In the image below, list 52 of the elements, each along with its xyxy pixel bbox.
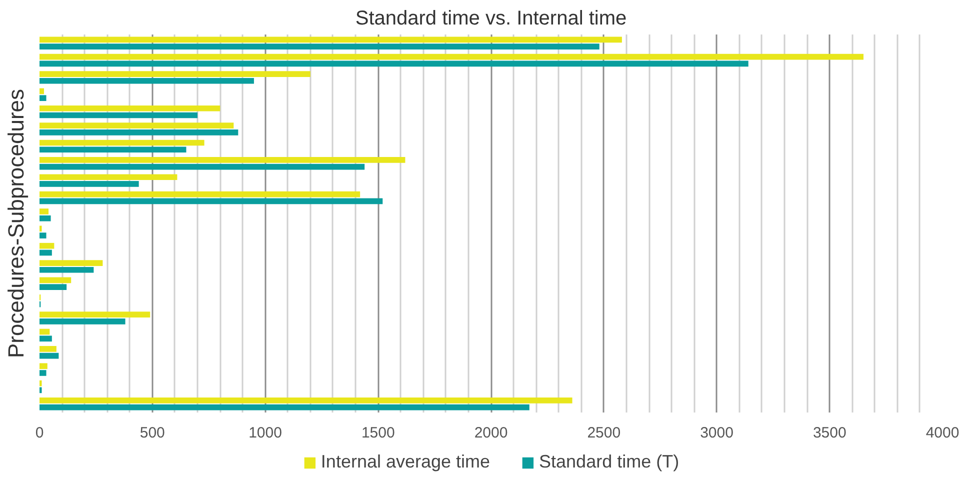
bar <box>40 215 51 222</box>
x-tick-label: 2000 <box>474 424 508 442</box>
bar <box>40 146 186 153</box>
bar <box>40 112 198 118</box>
x-tick-label: 1000 <box>248 424 282 442</box>
bar <box>40 122 234 128</box>
x-tick-label: 3500 <box>812 424 846 442</box>
bar <box>40 284 67 290</box>
bar <box>40 198 383 204</box>
bar <box>40 404 530 410</box>
x-tick-label: 1500 <box>361 424 395 442</box>
x-tick-label: 4000 <box>926 424 960 442</box>
bar <box>40 266 94 273</box>
x-tick-label: 0 <box>35 424 44 442</box>
bar <box>40 277 72 284</box>
bar <box>40 370 46 376</box>
bar <box>40 174 178 180</box>
bar <box>40 78 254 84</box>
bar <box>40 54 864 60</box>
bar <box>40 242 54 249</box>
bar <box>40 44 600 50</box>
bar <box>40 208 49 214</box>
y-axis-title: Procedures-Subprocedures <box>4 88 28 358</box>
bar <box>40 105 220 112</box>
bar <box>40 191 360 198</box>
bar <box>40 232 46 238</box>
bar <box>40 181 139 187</box>
bar <box>40 157 406 163</box>
bar <box>40 363 48 370</box>
bar <box>40 60 748 67</box>
legend-label: Standard time (T) <box>539 452 680 472</box>
chart-title: Standard time vs. Internal time <box>355 8 627 30</box>
bar <box>40 260 103 266</box>
bar <box>40 130 238 136</box>
bar <box>40 318 126 324</box>
legend-label: Internal average time <box>320 452 490 472</box>
x-tick-label: 2500 <box>587 424 621 442</box>
x-tick-label: 500 <box>140 424 165 442</box>
bar <box>40 36 622 43</box>
x-tick-label: 3000 <box>700 424 734 442</box>
bar <box>40 336 52 342</box>
bar <box>40 164 365 170</box>
bar <box>40 398 572 404</box>
bar <box>40 346 56 352</box>
bar <box>40 312 150 318</box>
bar <box>40 95 46 101</box>
bar <box>40 352 59 359</box>
bar <box>40 250 52 256</box>
bar <box>40 140 204 146</box>
bar <box>40 88 44 94</box>
bar <box>40 71 310 77</box>
bar <box>40 328 50 335</box>
